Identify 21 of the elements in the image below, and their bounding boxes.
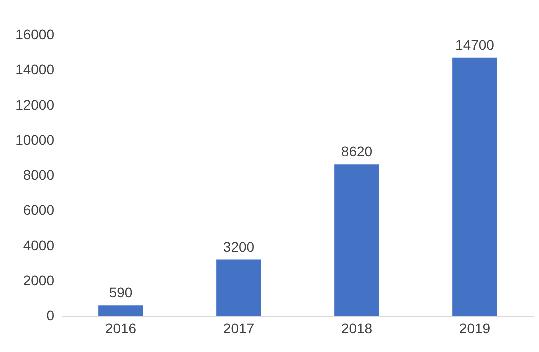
x-tick-label: 2019: [459, 320, 491, 336]
data-label: 3200: [223, 238, 255, 255]
data-label: 590: [109, 284, 133, 301]
data-label: 14700: [456, 36, 495, 53]
y-tick-label: 12000: [16, 96, 55, 113]
y-tick-label: 4000: [23, 237, 55, 254]
data-label: 8620: [341, 144, 373, 160]
y-tick-label: 16000: [16, 26, 55, 42]
bar: [452, 58, 498, 316]
bar: [334, 164, 380, 316]
y-tick-label: 14000: [16, 62, 55, 78]
bar: [98, 306, 144, 316]
y-tick-label: 0: [46, 308, 55, 324]
x-tick-label: 2018: [341, 320, 373, 336]
x-tick-label: 2017: [223, 320, 255, 336]
bar: [216, 260, 262, 316]
y-tick-label: 6000: [23, 202, 55, 218]
y-tick-label: 8000: [23, 167, 55, 183]
x-tick-label: 2016: [105, 320, 137, 336]
y-tick-label: 2000: [23, 272, 55, 288]
y-tick-label: 10000: [16, 132, 55, 148]
